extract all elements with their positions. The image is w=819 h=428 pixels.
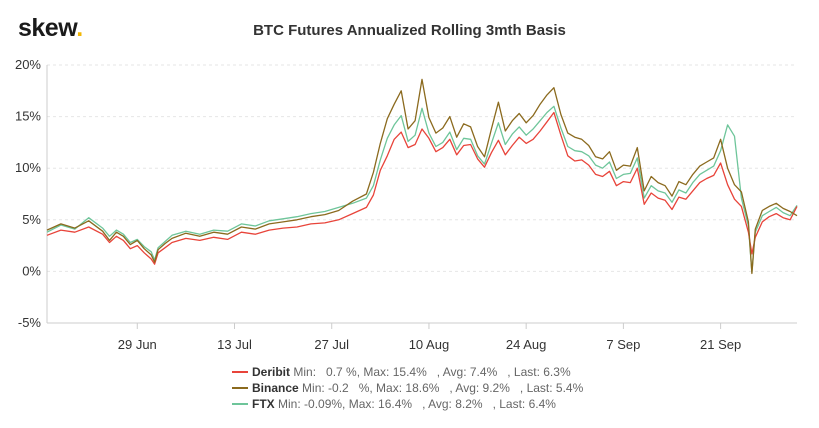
chart-title: BTC Futures Annualized Rolling 3mth Basi… [253,22,566,39]
legend-stats-binance: Min: -0.2 %, Max: 18.6% , Avg: 9.2% , La… [302,381,584,395]
legend-label-deribit: Deribit [252,365,291,379]
series-line-deribit [46,111,798,265]
x-tick-label: 29 Jun [118,337,157,352]
brand-dot: . [76,14,83,42]
legend-item-ftx[interactable]: FTX Min: -0.09%, Max: 16.4% , Avg: 8.2% … [232,396,583,412]
y-axis: 20% 15% 10% 5% 0% -5% [15,57,48,330]
y-tick-label: 0% [22,263,41,278]
legend-item-binance[interactable]: Binance Min: -0.2 %, Max: 18.6% , Avg: 9… [232,380,583,396]
y-tick-label: 5% [22,212,41,227]
x-tick-label: 24 Aug [506,337,547,352]
x-tick-label: 7 Sep [606,337,640,352]
legend-stats-ftx: Min: -0.09%, Max: 16.4% , Avg: 8.2% , La… [278,397,556,411]
x-axis: 29 Jun 13 Jul 27 Jul 10 Aug 24 Aug 7 Sep 21 Se… [47,322,797,352]
series-lines [46,78,798,275]
brand-logo: skew. [18,14,83,43]
y-tick-label: 20% [15,57,41,72]
series-line-ftx [46,105,798,273]
brand-name: skew [18,14,77,42]
legend-swatch-binance [232,386,248,389]
y-tick-label: 10% [15,160,41,175]
legend-label-binance: Binance [252,381,299,395]
x-tick-label: 27 Jul [314,337,349,352]
legend-stats-deribit: Min: 0.7 %, Max: 15.4% , Avg: 7.4% , Las… [293,365,571,379]
legend-item-deribit[interactable]: Deribit Min: 0.7 %, Max: 15.4% , Avg: 7.… [232,364,583,380]
legend-label-ftx: FTX [252,397,275,411]
x-tick-label: 13 Jul [217,337,252,352]
x-tick-label: 10 Aug [409,337,450,352]
grid-lines [47,64,797,324]
y-tick-label: 15% [15,109,41,124]
x-tick-label: 21 Sep [700,337,741,352]
legend-swatch-ftx [232,402,248,405]
legend: Deribit Min: 0.7 %, Max: 15.4% , Avg: 7.… [232,364,583,412]
series-line-binance [46,78,798,275]
legend-swatch-deribit [232,370,248,373]
y-tick-label: -5% [18,315,42,330]
